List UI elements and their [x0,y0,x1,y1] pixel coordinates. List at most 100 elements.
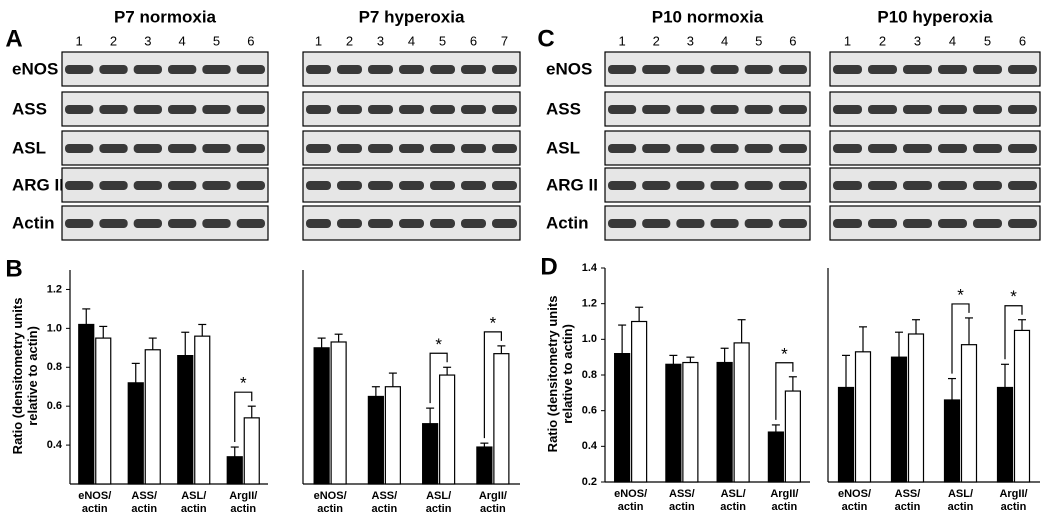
blot-band [676,105,705,114]
blot-band [868,65,897,74]
blot-band [337,144,362,153]
blot-box [604,51,811,87]
blot-band [676,144,705,153]
blot-group-title: P10 hyperoxia [877,7,993,26]
blot-band [461,181,486,190]
blot-band [710,219,739,228]
blot-band [368,105,393,114]
bar [784,390,801,483]
bar [127,382,144,485]
blot-band [65,181,94,190]
bar [95,337,112,485]
bar [767,431,784,483]
blot-band [99,105,128,114]
blot-band [903,181,932,190]
blot-band [1008,65,1037,74]
y-tick-label: 1.4 [582,262,598,274]
blot-band [461,65,486,74]
bar [716,361,733,483]
blot-band [368,144,393,153]
blot-band [337,105,362,114]
blot-band [973,219,1002,228]
blot-box [61,91,269,127]
blot-band [903,219,932,228]
blot-band [676,219,705,228]
panel-letter: A [5,25,22,52]
y-tick-label: 0.4 [47,439,63,451]
blot-band [868,219,897,228]
bar [367,395,384,485]
x-tick-label: ASS/ actin [669,488,695,513]
significance-label: * [490,313,497,332]
y-tick-label: 0.6 [47,400,62,412]
blot-band [710,65,739,74]
blot-band [306,219,331,228]
x-tick-label: eNOS/ actin [78,490,112,515]
blot-band [868,144,897,153]
bar [226,456,243,485]
blot-band [744,144,773,153]
x-tick-label: ASS/ actin [894,488,921,513]
bar [78,323,95,485]
blot-band [778,105,807,114]
blot-row-label: ARG II [12,175,64,194]
bar [1013,329,1031,483]
lane-number: 5 [984,33,991,48]
blot-band [642,181,671,190]
significance-label: * [1010,287,1017,306]
bar [837,386,855,483]
bar [960,344,978,483]
blot-band [202,219,231,228]
bar [733,342,750,483]
blot-band [65,219,94,228]
lane-number: 2 [879,33,886,48]
blot-band [306,181,331,190]
bar [243,417,260,485]
lane-number: 3 [914,33,921,48]
blot-band [168,105,197,114]
blot-band [99,144,128,153]
blot-band [399,219,424,228]
bar [439,374,456,485]
blot-band [430,181,455,190]
blot-band [430,65,455,74]
blot-band [337,219,362,228]
x-tick-label: eNOS/ actin [313,490,347,515]
blot-band [168,144,197,153]
blot-band [744,65,773,74]
blot-box [829,130,1041,166]
blot-band [903,105,932,114]
blot-box [604,205,811,241]
blot-band [1008,219,1037,228]
blot-band [236,105,265,114]
bar [907,333,925,483]
blot-band [676,65,705,74]
y-tick-label: 0.8 [582,369,597,381]
lane-number: 5 [213,33,220,48]
blot-band [642,144,671,153]
blot-row-label: eNOS [12,59,58,78]
blot-band [461,144,486,153]
blot-band [710,181,739,190]
blot-group-title: P7 hyperoxia [359,7,465,26]
blot-band [133,105,162,114]
blot-box [61,51,269,87]
bar [313,347,330,485]
blot-band [778,144,807,153]
blot-band [973,181,1002,190]
blot-band [608,181,637,190]
blot-band [973,105,1002,114]
bar [384,386,401,485]
blot-band [833,219,862,228]
significance-bracket [951,303,970,374]
blot-row-label: ASL [12,138,46,157]
blot-box [604,91,811,127]
bar [476,446,493,485]
bar [943,399,961,483]
significance-bracket [1004,305,1023,360]
x-tick-label: ArgII/ actin [229,490,258,515]
blot-row-label: Actin [12,213,55,232]
y-axis-label: Ratio (densitometry units relative to ac… [10,297,40,455]
significance-bracket [483,331,502,439]
